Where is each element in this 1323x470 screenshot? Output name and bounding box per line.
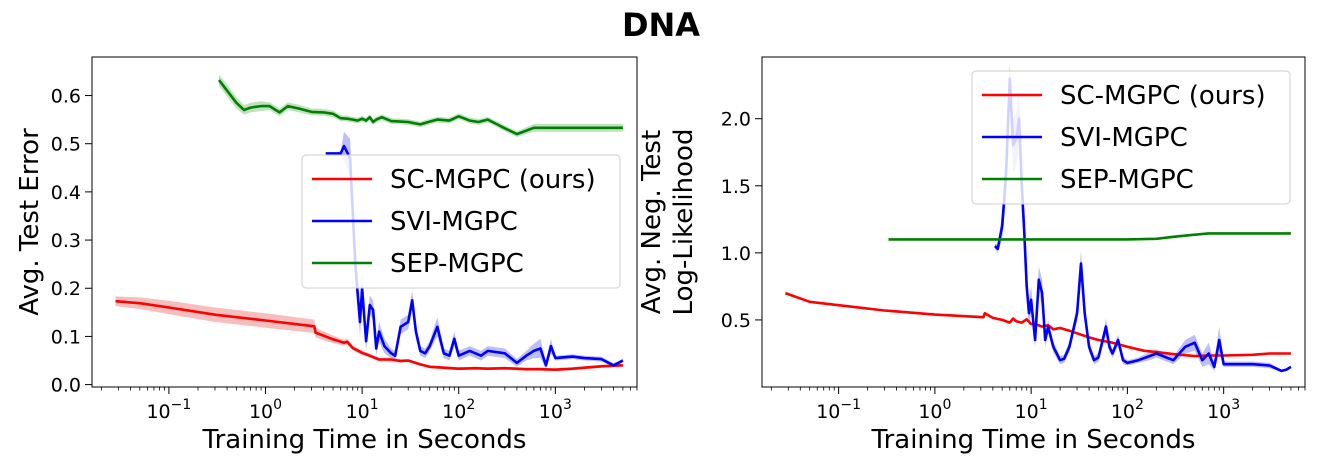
test-error-chart: 10−1 100 101 102 103 0.0 0.1 0.2 0.3 0.4 0.5 0.6 Tra…: [15, 56, 638, 455]
series-line-3: [888, 232, 1291, 241]
series-line-3: [217, 79, 623, 136]
y-tick-label: 0.4: [51, 182, 81, 204]
legend-label: SC-MGPC (ours): [390, 165, 596, 195]
x-tick-label: 10−1: [816, 397, 861, 423]
y-tick-label: 1.5: [721, 176, 751, 198]
legend-label: SEP-MGPC: [1060, 165, 1194, 195]
plot-frame: [91, 56, 638, 388]
y-tick-label: 1.0: [721, 243, 751, 265]
y-tick-label: 0.0: [51, 375, 81, 397]
y-tick-label: 0.2: [51, 278, 81, 300]
y-tick-label: 0.5: [721, 310, 751, 332]
y-axis-label: Log-Likelihood: [669, 129, 699, 316]
series-band-1: [115, 296, 623, 372]
legend-label: SVI-MGPC: [1060, 123, 1188, 153]
x-tick-label: 102: [1111, 397, 1144, 423]
legend-label: SVI-MGPC: [390, 207, 518, 237]
legend: SC-MGPC (ours) SVI-MGPC SEP-MGPC: [971, 70, 1291, 205]
series-line-1: [784, 291, 1291, 358]
series-line-1: [115, 299, 623, 372]
x-tick-label: 103: [539, 397, 572, 423]
x-axis-label: Training Time in Seconds: [871, 425, 1196, 455]
legend-label: SEP-MGPC: [390, 249, 524, 279]
legend-box: [301, 154, 621, 289]
nll-chart: 10−1 100 101 102 103 0.5 1.0 1.5 2.0 Training Tim…: [637, 56, 1306, 455]
x-tick-label: 100: [249, 397, 282, 423]
series-line-2: [325, 144, 624, 367]
x-axis-label: Training Time in Seconds: [202, 425, 527, 455]
x-tick-label: 103: [1207, 397, 1240, 423]
y-axis-label: Avg. Neg. Test: [637, 130, 667, 314]
y-tick-label: 2.0: [721, 109, 751, 131]
y-tick-label: 0.6: [51, 86, 81, 108]
legend-label: SC-MGPC (ours): [1060, 81, 1266, 111]
y-tick-label: 0.1: [51, 326, 81, 348]
legend: SC-MGPC (ours) SVI-MGPC SEP-MGPC: [301, 154, 621, 289]
legend-box: [971, 70, 1291, 205]
x-tick-label: 101: [1015, 397, 1048, 423]
y-tick-label: 0.5: [51, 134, 81, 156]
x-tick-label: 101: [346, 397, 379, 423]
x-tick-label: 102: [442, 397, 475, 423]
x-tick-label: 10−1: [146, 397, 191, 423]
figure-title: DNA: [622, 6, 700, 44]
plot-frame: [761, 56, 1306, 388]
y-axis-label: Avg. Test Error: [15, 128, 45, 316]
x-tick-label: 100: [918, 397, 951, 423]
y-tick-label: 0.3: [51, 230, 81, 252]
